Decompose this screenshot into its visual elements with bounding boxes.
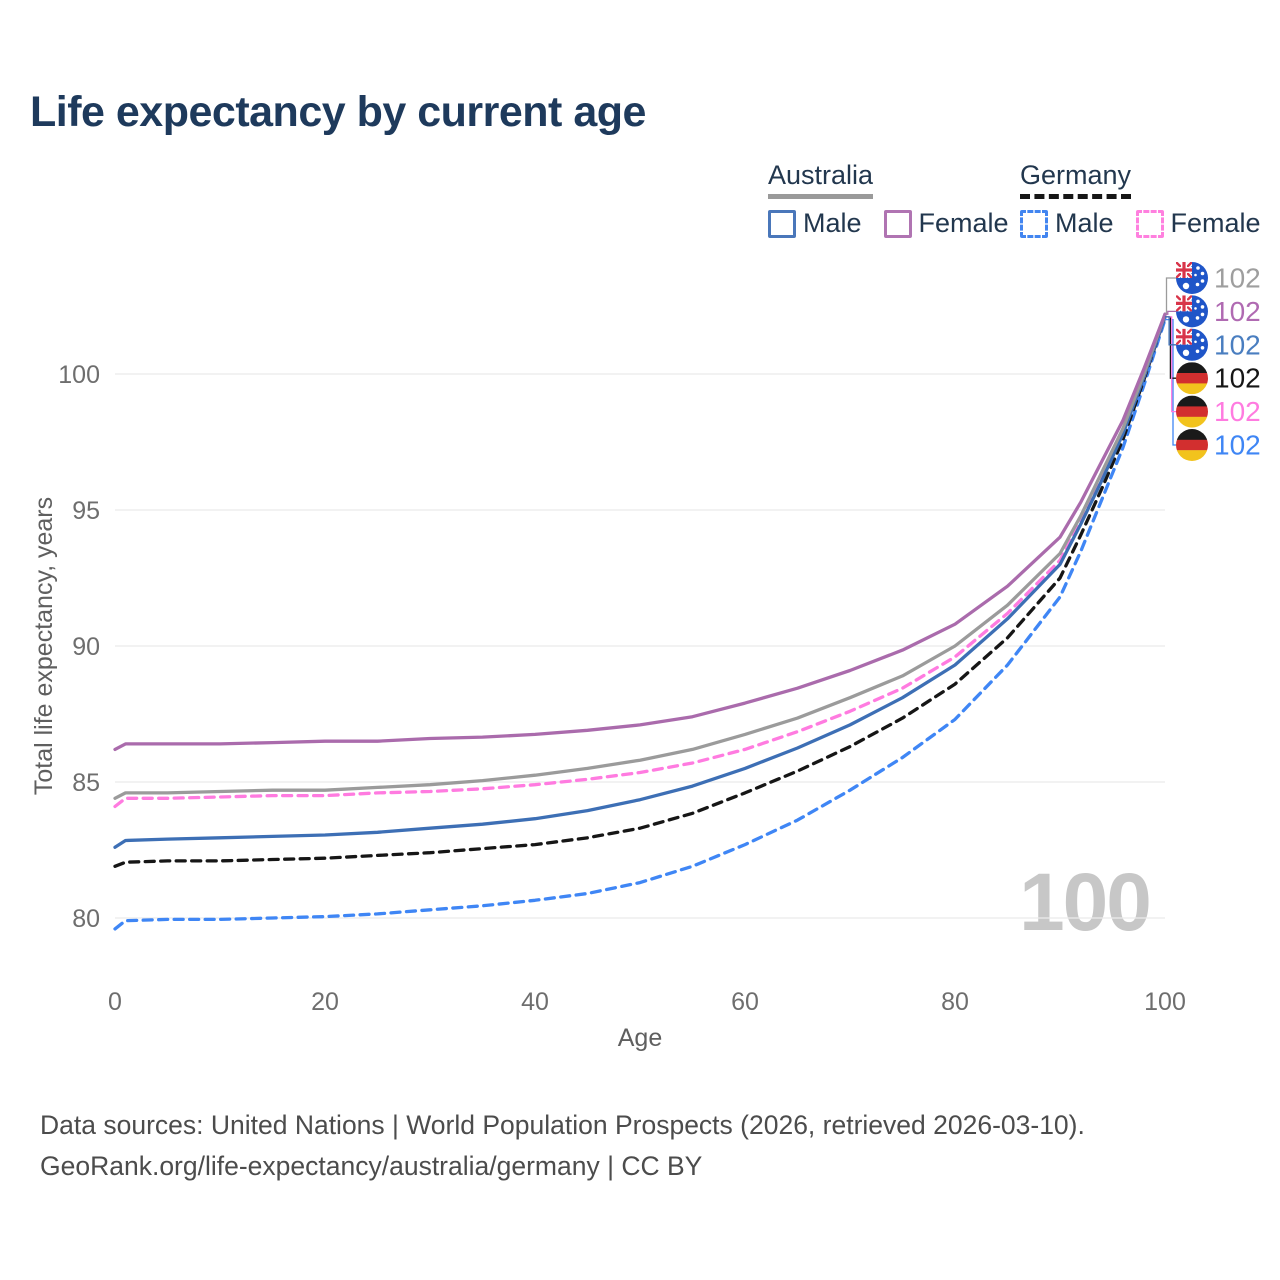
flag-germany (1176, 429, 1208, 461)
x-axis-title: Age (617, 1024, 663, 1052)
end-value-label-australia-both: 102 (1214, 263, 1261, 294)
x-tick-label-20: 20 (311, 988, 339, 1016)
x-tick-label-100: 100 (1144, 988, 1186, 1016)
legend-row-germany: Male Female (1020, 208, 1280, 239)
legend-country-germany: Germany (1020, 160, 1132, 199)
leader-line-australia-both (1165, 277, 1176, 315)
leader-line-germany-both (1165, 316, 1176, 379)
footer-attribution: GeoRank.org/life-expectancy/australia/ge… (40, 1151, 703, 1181)
flag-australia (1176, 328, 1208, 361)
footer: Data sources: United Nations | World Pop… (40, 1105, 1085, 1187)
legend-group-australia: Australia Male Female (768, 160, 1031, 239)
legend-item-germany-male[interactable]: Male (1020, 208, 1114, 239)
x-tick-label-80: 80 (941, 988, 969, 1016)
x-tick-label-40: 40 (521, 988, 549, 1016)
legend-label-australia-male: Male (803, 208, 862, 238)
end-value-label-germany-female: 102 (1214, 396, 1261, 427)
page-title: Life expectancy by current age (30, 88, 646, 136)
series-line-australia-male[interactable] (113, 315, 1167, 849)
current-age-watermark: 100 (1019, 857, 1152, 948)
leader-line-australia-female (1165, 310, 1176, 315)
flag-australia (1176, 262, 1208, 294)
legend-swatch-australia-male (768, 209, 796, 238)
legend-row-australia: Male Female (768, 208, 1031, 239)
series-line-australia-both[interactable] (113, 312, 1167, 800)
x-tick-label-0: 0 (108, 988, 122, 1016)
legend-swatch-germany-female (1135, 209, 1164, 238)
leader-line-australia-male (1165, 316, 1176, 346)
legend-item-australia-male[interactable]: Male (768, 208, 862, 239)
legend-swatch-australia-female (883, 209, 912, 238)
series-line-germany-male[interactable] (113, 317, 1167, 931)
legend-label-germany-male: Male (1055, 208, 1114, 238)
y-tick-label-90: 90 (72, 633, 100, 661)
legend-group-germany: Germany Male Female (1020, 160, 1280, 239)
legend-item-australia-female[interactable]: Female (883, 208, 1009, 239)
legend-swatch-germany-male (1020, 209, 1048, 238)
legend-country-australia: Australia (768, 160, 874, 199)
end-value-label-australia-male: 102 (1214, 329, 1261, 360)
y-tick-label-100: 100 (58, 361, 100, 389)
y-tick-label-95: 95 (72, 497, 100, 525)
legend-item-germany-female[interactable]: Female (1135, 208, 1261, 239)
y-axis-title: Total life expectancy, years (30, 496, 58, 796)
end-value-label-germany-both: 102 (1214, 363, 1261, 394)
legend-label-germany-female: Female (1170, 208, 1261, 238)
end-value-label-germany-male: 102 (1214, 430, 1261, 461)
end-value-label-australia-female: 102 (1214, 296, 1261, 327)
y-tick-label-85: 85 (72, 769, 100, 797)
series-line-australia-female[interactable] (113, 312, 1167, 752)
x-tick-label-60: 60 (731, 988, 759, 1016)
y-tick-label-80: 80 (72, 905, 100, 933)
series-line-germany-female[interactable] (113, 315, 1167, 809)
footer-data-sources: Data sources: United Nations | World Pop… (40, 1110, 1085, 1140)
flag-australia (1176, 295, 1208, 328)
legend-label-australia-female: Female (918, 208, 1009, 238)
flag-germany (1176, 395, 1208, 428)
series-line-germany-both[interactable] (113, 315, 1167, 868)
flag-germany (1176, 362, 1208, 395)
